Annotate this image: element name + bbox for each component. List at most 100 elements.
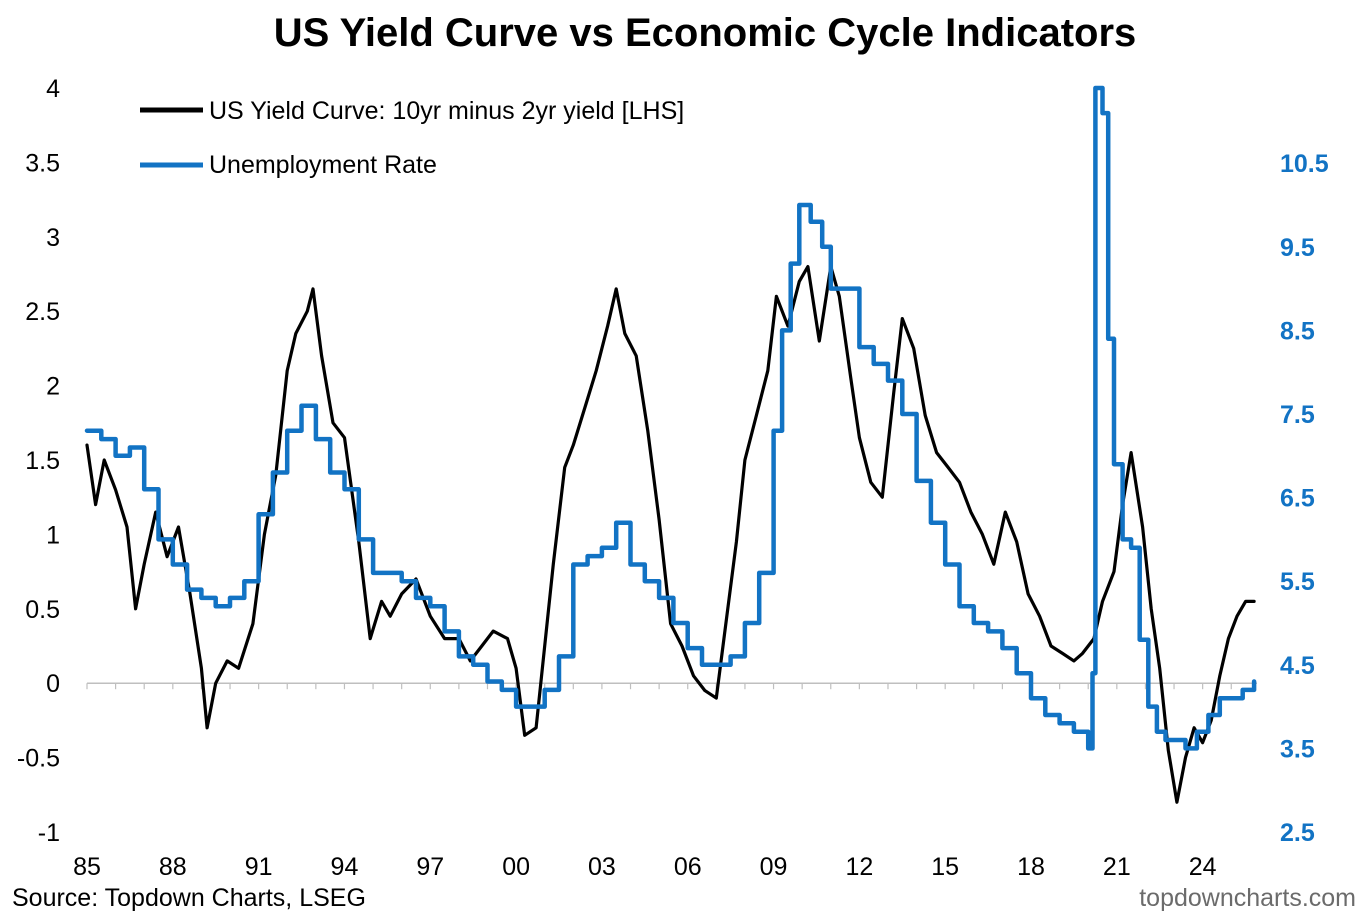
- unemployment-point: [200, 597, 203, 599]
- yield-curve-point: [646, 429, 649, 432]
- unemployment-point: [729, 655, 732, 658]
- yield-curve-point: [787, 325, 789, 327]
- unemployment-point: [515, 705, 517, 708]
- yield-curve-point: [1184, 756, 1187, 759]
- yield-curve-point: [1113, 570, 1115, 573]
- unemployment-point: [1121, 538, 1124, 541]
- x-tick-label: 21: [1103, 853, 1131, 881]
- yield-curve-point: [850, 377, 852, 380]
- left-tick-label: 1.5: [25, 447, 60, 475]
- yield-curve-point: [692, 675, 695, 677]
- yield-curve-point: [252, 622, 254, 625]
- yield-curve-point: [1210, 719, 1212, 722]
- yield-curve-point: [724, 630, 726, 632]
- yield-curve-point: [166, 555, 168, 558]
- unemployment-point: [529, 705, 532, 708]
- yield-curve-point: [704, 689, 706, 692]
- unemployment-point: [844, 287, 846, 290]
- unemployment-point: [1241, 689, 1244, 691]
- unemployment-point: [1130, 547, 1132, 549]
- yield-curve-point: [584, 407, 586, 409]
- unemployment-point: [1173, 739, 1175, 741]
- yield-curve-point: [552, 563, 555, 565]
- x-tick-label: 09: [760, 853, 788, 881]
- unemployment-point: [944, 563, 946, 566]
- unemployment-point: [1219, 697, 1221, 699]
- x-tick-label: 24: [1189, 853, 1217, 881]
- yield-curve-point: [595, 369, 597, 372]
- yield-curve-point: [1201, 741, 1204, 744]
- left-tick-label: -0.5: [17, 745, 60, 773]
- yield-curve-point: [970, 511, 972, 513]
- yield-curve-point: [369, 637, 372, 640]
- yield-curve-point: [200, 667, 203, 670]
- x-tick-label: 00: [502, 853, 530, 881]
- yield-curve-point: [189, 593, 191, 595]
- yield-curve-point: [400, 593, 403, 595]
- watermark: topdowncharts.com: [1139, 884, 1356, 912]
- yield-curve-point: [1219, 675, 1221, 677]
- unemployment-point: [1097, 87, 1099, 89]
- yield-curve-point: [134, 608, 137, 610]
- unemployment-point: [1073, 730, 1075, 733]
- right-tick-label: 3.5: [1280, 735, 1315, 763]
- unemployment-point: [1087, 747, 1089, 750]
- unemployment-point: [286, 429, 289, 432]
- legend-label-yield-curve: US Yield Curve: 10yr minus 2yr yield [LH…: [209, 97, 684, 125]
- series-layer: [84, 85, 1257, 804]
- right-axis-ticks: 10.5 9.5 8.5 7.5 6.5 5.5 4.5 3.5 2.5: [1280, 150, 1329, 847]
- left-tick-label: 2.5: [25, 298, 60, 326]
- yield-curve-point: [535, 727, 537, 729]
- yield-curve-point: [1073, 660, 1075, 662]
- yield-curve-point: [1244, 600, 1247, 603]
- unemployment-point: [1207, 714, 1210, 716]
- unemployment-point: [789, 262, 792, 265]
- right-tick-label: 10.5: [1280, 150, 1329, 178]
- unemployment-point: [358, 538, 360, 541]
- yield-curve-point: [523, 734, 526, 737]
- yield-curve-point: [1081, 652, 1084, 655]
- yield-curve-point: [143, 563, 145, 565]
- x-tick-label: 97: [416, 853, 444, 881]
- unemployment-point: [872, 363, 875, 365]
- unemployment-point: [1101, 112, 1104, 114]
- unemployment-point: [830, 287, 832, 290]
- yield-curve-point: [1027, 593, 1029, 595]
- unemployment-point: [1156, 730, 1158, 733]
- unemployment-point: [172, 563, 174, 566]
- right-tick-label: 9.5: [1280, 234, 1315, 262]
- unemployment-point: [686, 647, 689, 649]
- yield-curve-point: [86, 444, 88, 446]
- unemployment-point: [343, 488, 346, 491]
- yield-curve-point: [154, 511, 157, 513]
- unemployment-point: [186, 588, 188, 591]
- yield-curve-point: [515, 667, 517, 670]
- left-tick-label: 3: [46, 224, 60, 252]
- left-tick-label: -1: [38, 819, 60, 847]
- left-tick-label: 4: [46, 75, 60, 103]
- unemployment-point: [615, 521, 617, 524]
- yield-curve-point: [838, 295, 841, 298]
- unemployment-point: [1184, 747, 1187, 750]
- yield-curve-point: [1038, 615, 1041, 617]
- right-tick-label: 8.5: [1280, 317, 1315, 345]
- yield-curve-point: [506, 637, 509, 640]
- unemployment-point: [300, 404, 303, 407]
- chart-title: US Yield Curve vs Economic Cycle Indicat…: [274, 11, 1137, 55]
- unemployment-point: [798, 204, 801, 206]
- unemployment-point: [901, 413, 904, 415]
- unemployment-point: [1196, 730, 1198, 733]
- legend: US Yield Curve: 10yr minus 2yr yield [LH…: [140, 97, 684, 179]
- right-tick-label: 5.5: [1280, 568, 1315, 596]
- unemployment-point: [558, 655, 560, 658]
- unemployment-point: [629, 563, 632, 566]
- unemployment-point: [744, 622, 746, 624]
- x-axis-ticks: [86, 683, 1232, 690]
- left-tick-label: 1: [46, 521, 60, 549]
- yield-curve-point: [543, 645, 546, 647]
- yield-curve-point: [226, 660, 228, 662]
- yield-curve-point: [1236, 615, 1238, 617]
- unemployment-point: [973, 622, 975, 624]
- left-tick-label: 0.5: [25, 596, 60, 624]
